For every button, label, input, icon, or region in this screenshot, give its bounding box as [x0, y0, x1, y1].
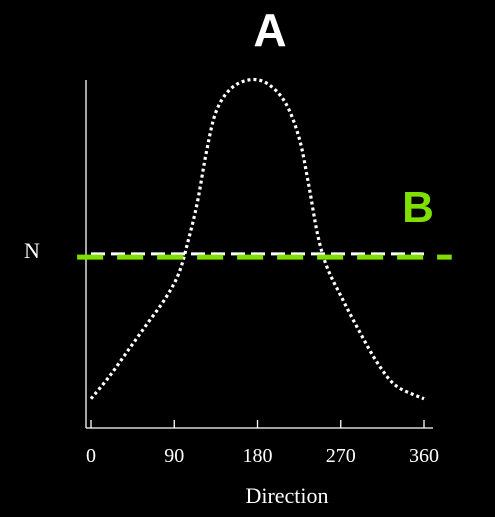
x-tick-label: 270 — [326, 445, 356, 467]
x-axis-label: Direction — [245, 483, 328, 508]
x-tick-label: 360 — [409, 445, 439, 467]
x-tick-label: 0 — [86, 445, 96, 467]
x-ticks: 0 90 180 270 360 — [86, 420, 439, 467]
panel-label-a: A — [253, 4, 286, 56]
distribution-curve — [89, 77, 425, 401]
panel-label-b: B — [402, 183, 434, 232]
series-layer — [77, 77, 452, 401]
y-axis-label: N — [24, 238, 40, 263]
x-tick-label: 90 — [164, 445, 184, 467]
x-tick-label: 180 — [243, 445, 273, 467]
